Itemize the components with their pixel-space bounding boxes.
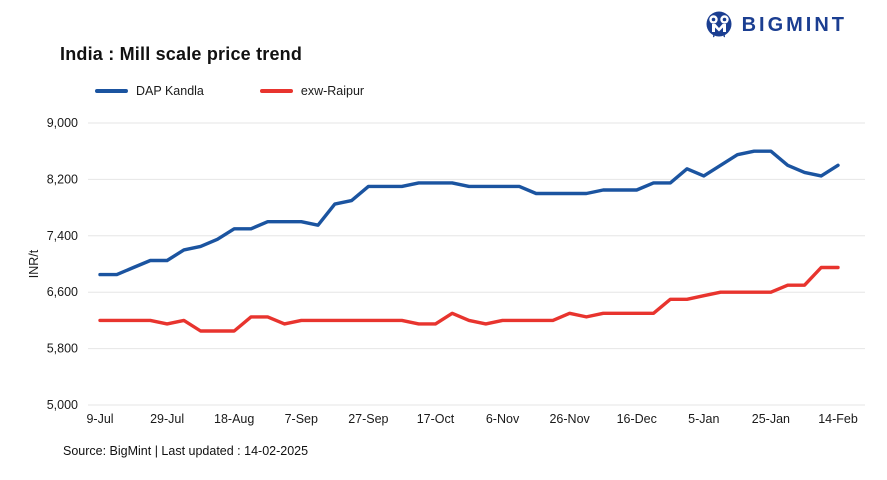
chart-title: India : Mill scale price trend — [60, 44, 303, 64]
chart-plot-area: 5,000 5,800 6,600 7,400 8,200 9,000 9-Jul 29-Ju… — [0, 100, 887, 440]
x-tick-label: 29-Jul — [150, 412, 184, 426]
source-note: Source: BigMint | Last updated : 14-02-2… — [63, 444, 309, 458]
x-tick-label: 26-Nov — [549, 412, 590, 426]
y-tick-label: 7,400 — [47, 229, 78, 243]
y-tick-label: 6,600 — [47, 285, 78, 299]
price-trend-chart: 5,000 5,800 6,600 7,400 8,200 9,000 9-Jul 29-Ju… — [27, 116, 865, 426]
x-tick-label: 25-Jan — [752, 412, 790, 426]
bigmint-logo-text: BIGMINT — [741, 13, 847, 36]
bigmint-logo-icon — [706, 11, 732, 38]
y-tick-label: 9,000 — [47, 116, 78, 130]
x-tick-label: 17-Oct — [417, 412, 455, 426]
y-axis-unit-label: INR/t — [27, 249, 41, 278]
bigmint-logo: BIGMINT — [704, 10, 847, 40]
x-tick-label: 6-Nov — [486, 412, 520, 426]
legend-swatch-dap-kandla — [95, 89, 128, 93]
x-tick-label: 27-Sep — [348, 412, 388, 426]
x-tick-label: 9-Jul — [86, 412, 113, 426]
x-tick-label: 7-Sep — [285, 412, 318, 426]
series-line-exw-raipur — [98, 265, 840, 333]
legend-item-exw-raipur: exw-Raipur — [259, 84, 365, 98]
legend-item-dap-kandla: DAP Kandla — [95, 84, 204, 98]
legend-label-dap-kandla: DAP Kandla — [136, 84, 204, 98]
y-tick-label: 5,000 — [47, 398, 78, 412]
series-line-dap-kandla — [98, 149, 840, 277]
legend-label-exw-raipur: exw-Raipur — [300, 84, 365, 98]
x-tick-label: 14-Feb — [818, 412, 858, 426]
x-tick-label: 5-Jan — [688, 412, 719, 426]
y-tick-label: 8,200 — [47, 172, 78, 186]
legend-swatch-exw-raipur — [259, 89, 293, 93]
x-tick-label: 18-Aug — [214, 412, 254, 426]
x-tick-label: 16-Dec — [617, 412, 657, 426]
y-tick-label: 5,800 — [47, 342, 78, 356]
chart-legend: DAP Kandla exw-Raipur — [95, 84, 364, 98]
